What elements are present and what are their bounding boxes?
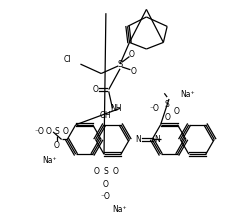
Text: Cl: Cl [63, 55, 71, 64]
Text: O: O [54, 141, 60, 150]
Text: OH: OH [100, 111, 112, 120]
Text: N: N [135, 135, 141, 144]
Text: S: S [117, 60, 123, 69]
Text: S: S [104, 167, 108, 176]
Text: ⁻O: ⁻O [35, 127, 45, 137]
Text: O: O [103, 180, 109, 189]
Text: NH: NH [111, 104, 122, 113]
Text: O: O [62, 127, 68, 137]
Text: O: O [164, 113, 170, 122]
Text: O: O [174, 107, 180, 116]
Text: S: S [165, 100, 169, 109]
Text: S: S [54, 127, 59, 137]
Text: O: O [94, 167, 99, 176]
Text: O: O [128, 50, 134, 59]
Text: ⁻O: ⁻O [101, 191, 111, 201]
Text: Na⁺: Na⁺ [181, 90, 195, 99]
Text: ⁻O: ⁻O [150, 104, 160, 113]
Text: O: O [130, 67, 136, 76]
Text: N: N [154, 135, 160, 144]
Text: Na⁺: Na⁺ [42, 156, 57, 165]
Text: O: O [93, 85, 99, 94]
Text: O: O [46, 127, 51, 137]
Text: Na⁺: Na⁺ [113, 205, 127, 212]
Text: O: O [112, 167, 118, 176]
